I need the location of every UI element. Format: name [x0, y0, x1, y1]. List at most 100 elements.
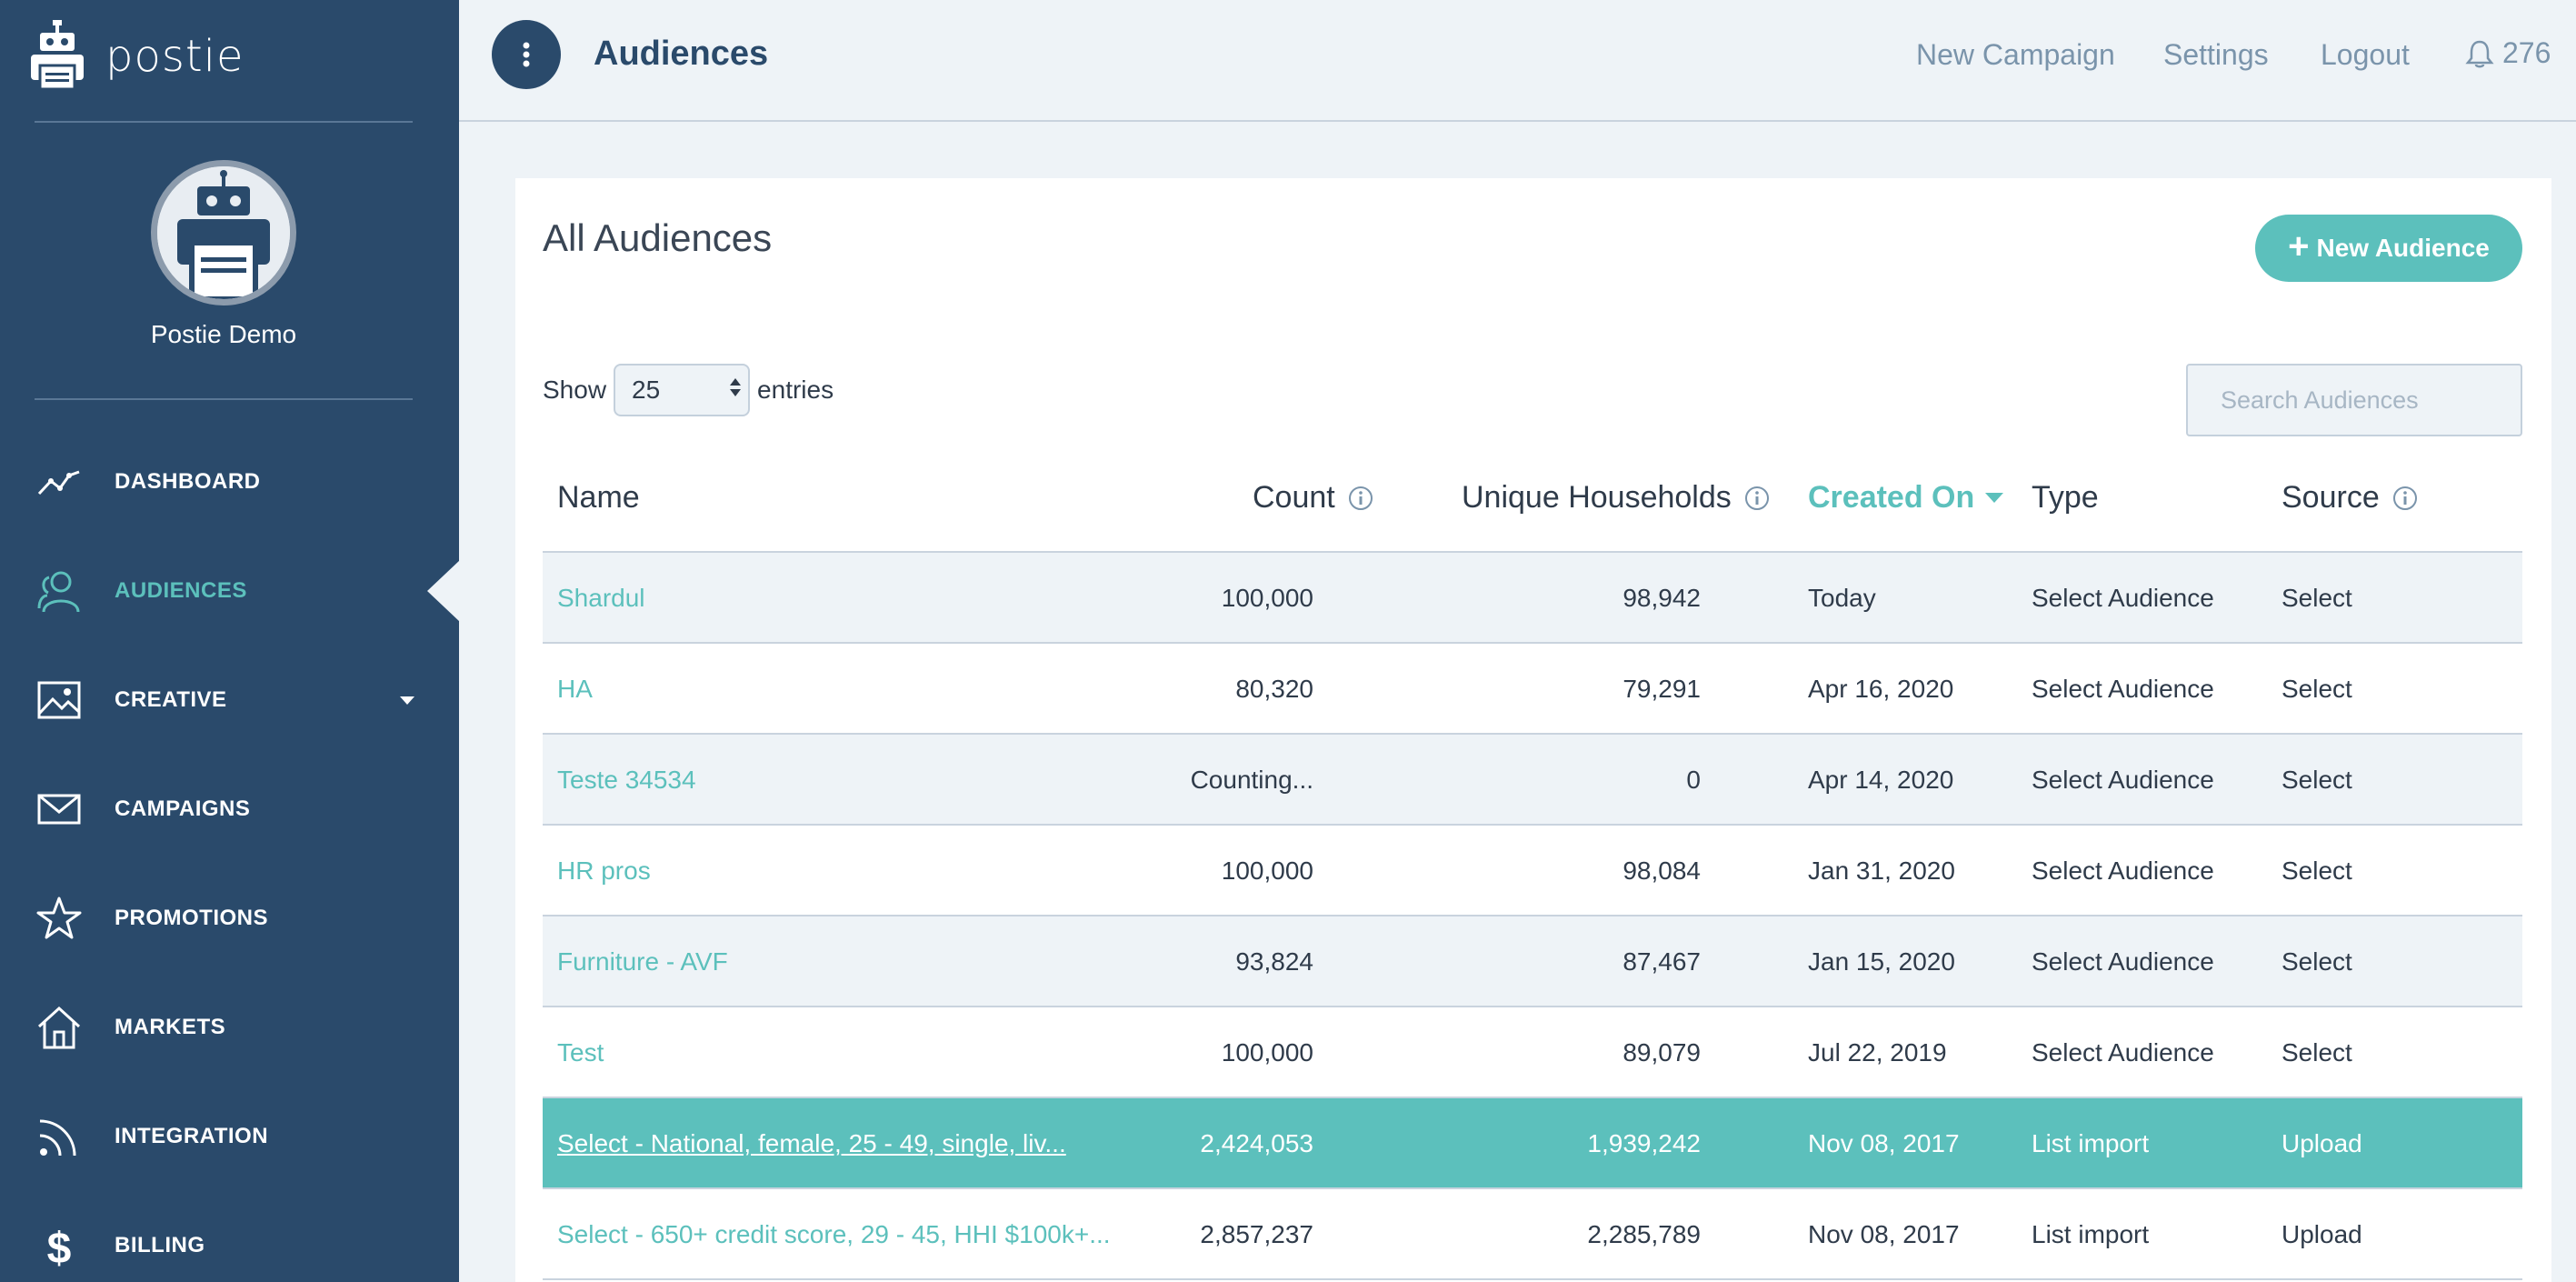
unique-households: 98,084	[1622, 856, 1701, 885]
settings-link[interactable]: Settings	[2163, 38, 2269, 71]
audiences-card: All Audiences + New Audience Show 25 ent…	[515, 178, 2551, 1282]
audience-source: Select	[2281, 766, 2352, 794]
more-menu-button[interactable]	[492, 20, 561, 89]
audience-type: Select Audience	[2032, 947, 2214, 976]
active-indicator	[427, 560, 460, 622]
sidebar-item-campaigns[interactable]: CAMPAIGNS	[0, 773, 459, 846]
audience-name-link[interactable]: Select - National, female, 25 - 49, sing…	[557, 1129, 1066, 1157]
audience-count: Counting...	[1190, 766, 1313, 794]
audience-name-link[interactable]: Furniture - AVF	[557, 947, 728, 976]
avatar[interactable]	[151, 160, 296, 305]
created-on: Jan 31, 2020	[1808, 856, 1955, 885]
info-icon[interactable]	[1744, 486, 1770, 511]
brand-logo[interactable]: postie	[31, 19, 245, 91]
entries-label: entries	[757, 376, 834, 404]
new-campaign-link[interactable]: New Campaign	[1916, 38, 2115, 71]
sidebar-item-label: MARKETS	[115, 1015, 226, 1039]
audience-type: Select Audience	[2032, 1038, 2214, 1067]
column-header-count[interactable]: Count	[1253, 480, 1373, 516]
new-audience-button[interactable]: + New Audience	[2255, 215, 2522, 282]
page-title: Audiences	[594, 35, 769, 73]
logout-link[interactable]: Logout	[2321, 38, 2410, 71]
info-icon[interactable]	[1348, 486, 1373, 511]
svg-text:$: $	[47, 1225, 72, 1268]
audience-source: Select	[2281, 675, 2352, 703]
column-label: Type	[2032, 480, 2099, 515]
star-icon	[36, 896, 82, 941]
created-on: Apr 16, 2020	[1808, 675, 1954, 703]
sidebar-item-label: DASHBOARD	[115, 469, 261, 494]
column-header-unique-households[interactable]: Unique Households	[1462, 480, 1770, 516]
notification-count: 276	[2502, 36, 2551, 69]
audience-name-link[interactable]: Teste 34534	[557, 766, 696, 794]
sidebar-item-label: CAMPAIGNS	[115, 796, 251, 821]
table-row[interactable]: Furniture - AVF 93,824 87,467 Jan 15, 20…	[543, 916, 2522, 1007]
audience-name-link[interactable]: HR pros	[557, 856, 651, 885]
audience-type: Select Audience	[2032, 584, 2214, 612]
robot-avatar-icon	[157, 166, 290, 299]
table-row[interactable]: Shardul 100,000 98,942 Today Select Audi…	[543, 553, 2522, 644]
table-row[interactable]: HA 80,320 79,291 Apr 16, 2020 Select Aud…	[543, 644, 2522, 735]
sidebar-item-label: PROMOTIONS	[115, 906, 269, 930]
audience-count: 2,857,237	[1200, 1220, 1313, 1248]
column-header-source[interactable]: Source	[2281, 480, 2418, 516]
unique-households: 79,291	[1622, 675, 1701, 703]
image-icon	[36, 677, 82, 723]
sidebar-item-billing[interactable]: $ BILLING	[0, 1209, 459, 1282]
info-icon[interactable]	[2392, 486, 2418, 511]
audience-count: 93,824	[1235, 947, 1313, 976]
created-on: Today	[1808, 584, 1876, 612]
sidebar-item-dashboard[interactable]: DASHBOARD	[0, 446, 459, 518]
sidebar-divider	[35, 398, 413, 400]
column-label: Count	[1253, 480, 1335, 515]
sidebar-item-markets[interactable]: MARKETS	[0, 991, 459, 1064]
chart-line-icon	[36, 459, 82, 505]
table-row[interactable]: Select - 650+ credit score, 29 - 45, HHI…	[543, 1189, 2522, 1280]
table-row[interactable]: HR pros 100,000 98,084 Jan 31, 2020 Sele…	[543, 826, 2522, 916]
table-row[interactable]: Select - National, female, 25 - 49, sing…	[543, 1098, 2522, 1189]
entries-select[interactable]: 25	[614, 364, 751, 416]
sidebar-item-integration[interactable]: INTEGRATION	[0, 1100, 459, 1173]
audience-name-link[interactable]: Select - 650+ credit score, 29 - 45, HHI…	[557, 1220, 1111, 1248]
unique-households: 98,942	[1622, 584, 1701, 612]
created-on: Nov 08, 2017	[1808, 1220, 1960, 1248]
audience-name-link[interactable]: HA	[557, 675, 593, 703]
unique-households: 1,939,242	[1587, 1129, 1701, 1157]
chevron-down-icon[interactable]	[400, 696, 414, 705]
column-header-created-on[interactable]: Created On	[1808, 480, 2004, 516]
audience-type: List import	[2032, 1220, 2150, 1248]
created-on: Nov 08, 2017	[1808, 1129, 1960, 1157]
column-label: Name	[557, 480, 640, 515]
column-header-type[interactable]: Type	[2032, 480, 2099, 516]
unique-households: 87,467	[1622, 947, 1701, 976]
envelope-icon	[36, 786, 82, 832]
audience-type: Select Audience	[2032, 766, 2214, 794]
card-title: All Audiences	[543, 216, 773, 259]
sidebar-item-label: BILLING	[115, 1233, 205, 1257]
unique-households: 0	[1686, 766, 1701, 794]
new-audience-label: New Audience	[2316, 234, 2490, 262]
dollar-icon: $	[36, 1223, 82, 1273]
sidebar-item-creative[interactable]: CREATIVE	[0, 664, 459, 736]
table-row[interactable]: Teste 34534 Counting... 0 Apr 14, 2020 S…	[543, 735, 2522, 826]
audience-name-link[interactable]: Test	[557, 1038, 604, 1067]
table-row[interactable]: Test 100,000 89,079 Jul 22, 2019 Select …	[543, 1007, 2522, 1098]
column-header-name[interactable]: Name	[557, 480, 640, 516]
brand-name: postie	[105, 31, 245, 82]
audience-source: Select	[2281, 1038, 2352, 1067]
search-input[interactable]	[2186, 364, 2522, 436]
sidebar-item-label: INTEGRATION	[115, 1124, 269, 1148]
audience-count: 100,000	[1221, 584, 1313, 612]
notifications-button[interactable]: 276	[2464, 36, 2551, 70]
column-label: Created On	[1808, 480, 1975, 515]
sidebar-item-promotions[interactable]: PROMOTIONS	[0, 882, 459, 955]
audience-name-link[interactable]: Shardul	[557, 584, 645, 612]
entries-value: 25	[632, 376, 661, 404]
unique-households: 89,079	[1622, 1038, 1701, 1067]
audience-source: Select	[2281, 584, 2352, 612]
created-on: Jul 22, 2019	[1808, 1038, 1947, 1067]
audiences-table: Name Count Unique Households Created On …	[543, 449, 2522, 1280]
column-label: Unique Households	[1462, 480, 1732, 515]
audience-count: 80,320	[1235, 675, 1313, 703]
sidebar-item-audiences[interactable]: AUDIENCES	[0, 555, 459, 627]
